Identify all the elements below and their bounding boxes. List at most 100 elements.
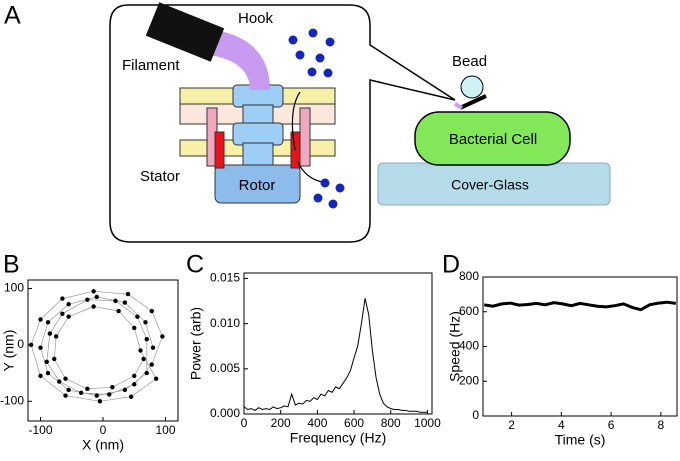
y-tick-label: 600 xyxy=(459,304,479,318)
point xyxy=(78,390,84,395)
point xyxy=(38,373,43,379)
x-tick-label: 1000 xyxy=(414,416,441,430)
point xyxy=(94,393,99,398)
diagram: A Hook Filament Stator Rotor Bead Bacter… xyxy=(4,2,611,243)
x-axis-label: Time (s) xyxy=(555,432,606,448)
x-tick-label: 0 xyxy=(100,423,107,437)
filament-stub xyxy=(459,94,487,110)
y-axis-label: Y (nm) xyxy=(1,330,17,372)
stator xyxy=(214,131,225,169)
point xyxy=(45,370,51,376)
x-tick-label: 8 xyxy=(657,418,664,432)
x-tick-label: 2 xyxy=(508,418,515,432)
rotor-part xyxy=(242,104,274,126)
point xyxy=(125,291,131,297)
point xyxy=(128,394,134,399)
point xyxy=(149,308,154,314)
x-tick-label: 4 xyxy=(558,418,565,432)
label: Rotor xyxy=(239,177,276,194)
x-axis-label: Frequency (Hz) xyxy=(290,430,386,446)
panel-label: B xyxy=(3,251,20,279)
x-tick-label: 800 xyxy=(381,416,401,430)
arrow xyxy=(291,91,323,183)
point xyxy=(85,386,90,392)
cell xyxy=(414,111,571,166)
hook xyxy=(210,30,270,90)
point xyxy=(132,382,137,387)
y-tick-label: 800 xyxy=(459,269,479,283)
plot-frame xyxy=(243,272,433,415)
point xyxy=(122,300,128,305)
line xyxy=(483,300,677,312)
point xyxy=(143,320,148,325)
point xyxy=(28,342,34,348)
y-tick-label: 400 xyxy=(459,339,479,353)
panel-label: A xyxy=(4,2,21,30)
plot-frame xyxy=(482,276,678,417)
point xyxy=(66,302,71,307)
point xyxy=(38,317,43,322)
point xyxy=(132,373,137,379)
y-tick-label: 0 xyxy=(472,408,479,422)
y-tick-label: 0.015 xyxy=(210,271,240,285)
point xyxy=(52,356,57,362)
y-tick-label: 100 xyxy=(4,281,24,295)
point xyxy=(47,331,53,336)
point xyxy=(38,345,43,350)
point xyxy=(122,387,128,393)
rotor-part xyxy=(242,142,274,168)
label: Bead xyxy=(452,53,487,70)
y-tick-label: 0 xyxy=(17,337,24,351)
stator xyxy=(290,131,301,169)
hook-stub xyxy=(454,102,463,110)
point xyxy=(60,296,65,301)
y-axis-label: Power (arb) xyxy=(188,307,204,380)
point xyxy=(150,345,156,350)
point xyxy=(57,379,62,384)
panel-label: D xyxy=(442,251,460,279)
y-tick-label: 0.000 xyxy=(210,406,240,420)
point xyxy=(91,289,96,294)
label: Filament xyxy=(122,57,180,74)
point xyxy=(141,356,146,362)
point xyxy=(63,376,68,381)
point xyxy=(116,308,121,314)
y-tick-label: -100 xyxy=(0,393,24,407)
point xyxy=(66,387,71,393)
x-tick-label: 100 xyxy=(155,423,175,437)
point xyxy=(144,370,149,376)
stator xyxy=(299,107,311,167)
point xyxy=(113,298,118,304)
point xyxy=(160,334,165,339)
x-tick-label: -100 xyxy=(28,423,52,437)
x-axis-label: X (nm) xyxy=(82,437,124,453)
label: Stator xyxy=(140,168,180,185)
ions xyxy=(288,28,345,209)
point xyxy=(97,399,103,404)
trace xyxy=(30,290,163,402)
label: Cover-Glass xyxy=(451,177,529,193)
point xyxy=(138,348,143,353)
panel-label: C xyxy=(186,251,204,279)
point xyxy=(135,314,140,319)
x-tick-label: 200 xyxy=(271,416,291,430)
point xyxy=(153,376,159,381)
point xyxy=(144,337,149,342)
x-tick-label: 0 xyxy=(241,416,248,430)
point xyxy=(66,314,71,319)
point xyxy=(63,393,68,398)
plot-frame xyxy=(27,279,179,422)
bead xyxy=(460,75,484,99)
rotor-part xyxy=(232,122,284,146)
label: Bacterial Cell xyxy=(449,131,537,148)
point xyxy=(53,334,59,339)
y-tick-label: 0.010 xyxy=(210,316,240,330)
point xyxy=(132,325,137,331)
x-tick-label: 400 xyxy=(307,416,327,430)
x-tick-label: 600 xyxy=(344,416,364,430)
point xyxy=(45,320,51,325)
y-axis-label: Speed (Hz) xyxy=(447,311,463,382)
y-tick-label: 200 xyxy=(459,373,479,387)
x-tick-label: 6 xyxy=(608,418,615,432)
point xyxy=(91,304,96,309)
